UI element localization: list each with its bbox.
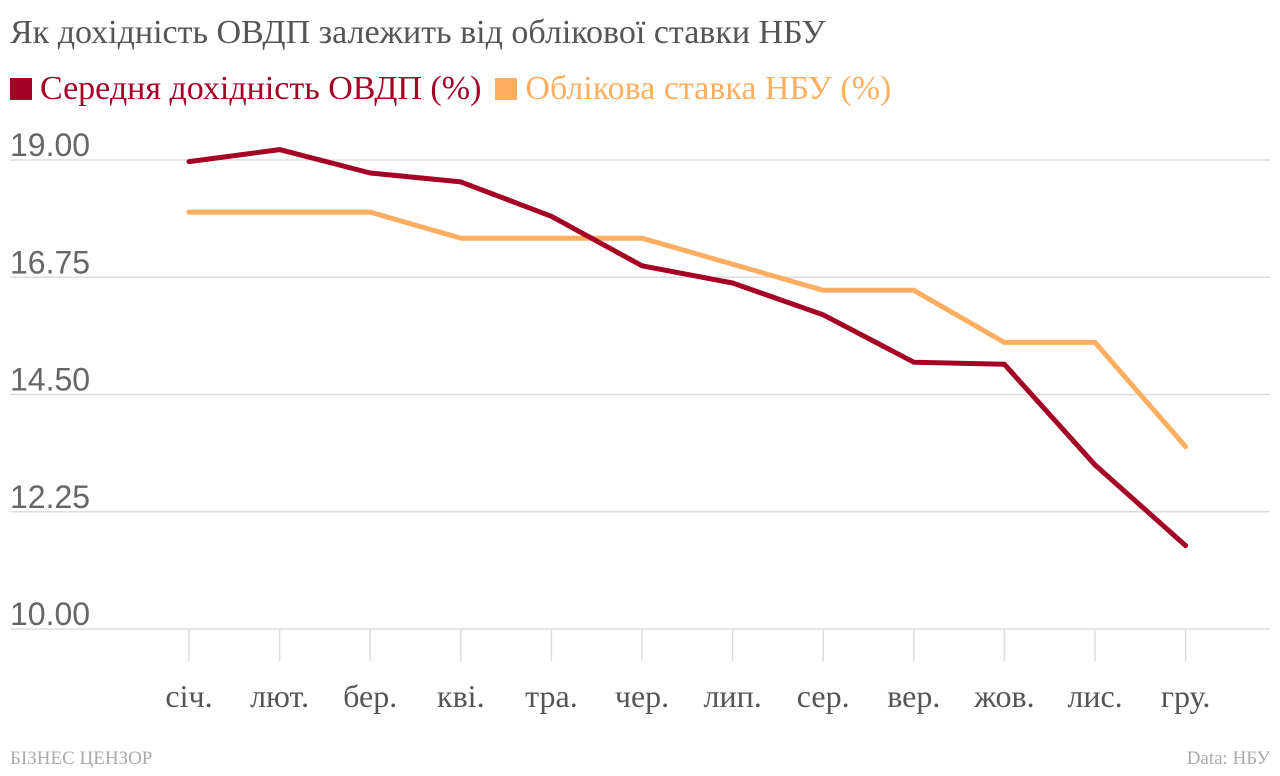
data-credit: Data: НБУ: [1186, 748, 1270, 769]
x-tick-label-9: жов.: [973, 678, 1034, 714]
x-tick-label-6: лип.: [703, 678, 761, 714]
x-tick-label-1: лют.: [250, 678, 309, 714]
chart-title: Як дохідність ОВДП залежить від обліково…: [10, 14, 826, 51]
x-tick-label-0: січ.: [165, 678, 212, 714]
series-line-0: [186, 147, 1189, 549]
x-axis-ticks: січ. лют. бер. кві. тра. чер. лип. сер. вер. жов.…: [165, 629, 1210, 714]
y-tick-label-0: 19.00: [10, 127, 90, 163]
legend-label-bond-yield: Середня дохідність ОВДП (%): [40, 70, 482, 107]
x-tick-label-7: сер.: [797, 678, 850, 714]
source-brand: БІЗНЕС ЦЕНЗОР: [10, 748, 153, 769]
legend: Середня дохідність ОВДП (%) Облікова ста…: [10, 70, 905, 108]
legend-swatch-bond-yield: [10, 78, 32, 100]
y-tick-label-3: 12.25: [10, 479, 90, 515]
y-tick-label-4: 10.00: [10, 596, 90, 632]
x-tick-label-4: тра.: [525, 678, 578, 714]
y-tick-label-2: 14.50: [10, 362, 90, 398]
legend-item-discount-rate: Облікова ставка НБУ (%): [495, 70, 891, 108]
legend-swatch-discount-rate: [495, 78, 518, 100]
x-tick-label-3: кві.: [437, 678, 485, 714]
x-tick-label-10: лис.: [1067, 678, 1122, 714]
legend-item-bond-yield: Середня дохідність ОВДП (%): [10, 70, 481, 108]
legend-label-discount-rate: Облікова ставка НБУ (%): [525, 70, 892, 107]
y-axis-ticks: 19.00 16.75 14.50 12.25 10.00: [10, 127, 90, 632]
x-tick-label-8: вер.: [887, 678, 940, 714]
y-tick-label-1: 16.75: [10, 244, 90, 280]
grid-lines: [10, 159, 1270, 630]
x-tick-label-2: бер.: [343, 678, 397, 714]
series-lines: [186, 147, 1189, 549]
x-tick-label-5: чер.: [615, 678, 669, 714]
series-line-1: [186, 209, 1189, 450]
x-tick-label-11: гру.: [1161, 678, 1211, 714]
